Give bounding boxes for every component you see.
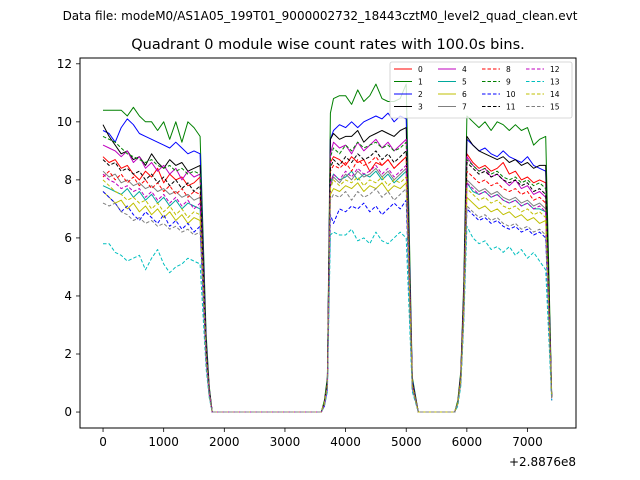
y-tick-label: 0 (64, 405, 72, 419)
y-tick-label: 6 (64, 231, 72, 245)
series-line-0 (102, 153, 553, 413)
legend-frame (389, 61, 573, 119)
legend-label-15: 15 (550, 102, 560, 111)
legend-label-11: 11 (506, 102, 516, 111)
x-tick-label: 0 (99, 435, 107, 449)
legend-label-7: 7 (462, 102, 467, 111)
figure-suptitle: Data file: modeM0/AS1A05_199T01_90000027… (63, 9, 578, 23)
legend-label-9: 9 (506, 77, 511, 86)
x-tick-label: 4000 (330, 435, 361, 449)
series-layer (102, 83, 553, 413)
x-tick-label: 3000 (270, 435, 301, 449)
legend-label-8: 8 (506, 65, 511, 74)
legend-label-0: 0 (418, 65, 423, 74)
x-tick-label: 1000 (148, 435, 179, 449)
x-tick-label: 7000 (512, 435, 543, 449)
plot-area (79, 57, 577, 429)
y-tick-label: 8 (64, 173, 72, 187)
x-tick-label: 5000 (391, 435, 422, 449)
series-line-8 (102, 156, 553, 413)
series-line-7 (102, 167, 553, 413)
series-line-9 (102, 135, 553, 413)
chart-title: Quadrant 0 module wise count rates with … (131, 37, 525, 53)
x-tick-label: 6000 (452, 435, 483, 449)
y-axis: 0 2 4 6 8 10 12 (57, 57, 80, 419)
legend-label-3: 3 (418, 102, 423, 111)
series-line-15 (102, 188, 553, 413)
legend-label-13: 13 (550, 77, 560, 86)
y-tick-label: 12 (57, 57, 72, 71)
x-tick-label: 2000 (209, 435, 240, 449)
series-line-13 (103, 225, 553, 413)
series-line-3 (102, 124, 553, 413)
legend-label-10: 10 (506, 90, 516, 99)
series-line-10 (102, 191, 553, 413)
legend-label-6: 6 (462, 90, 467, 99)
series-line-4 (102, 138, 553, 413)
legend-label-2: 2 (418, 90, 423, 99)
y-tick-label: 2 (64, 347, 72, 361)
legend-label-12: 12 (550, 65, 560, 74)
x-offset-label: +2.8876e8 (509, 455, 576, 469)
y-tick-label: 4 (64, 289, 72, 303)
legend-label-5: 5 (462, 77, 467, 86)
series-line-6 (102, 182, 553, 413)
series-line-2 (102, 112, 553, 413)
x-axis: 0 1000 2000 3000 4000 5000 6000 7000 (99, 428, 543, 449)
series-line-12 (102, 164, 553, 413)
legend-label-4: 4 (462, 65, 467, 74)
legend-label-14: 14 (550, 90, 560, 99)
y-tick-label: 10 (57, 115, 72, 129)
series-line-14 (102, 176, 553, 413)
legend-label-1: 1 (418, 77, 423, 86)
series-line-1 (103, 83, 553, 413)
axes-frame (79, 57, 577, 429)
